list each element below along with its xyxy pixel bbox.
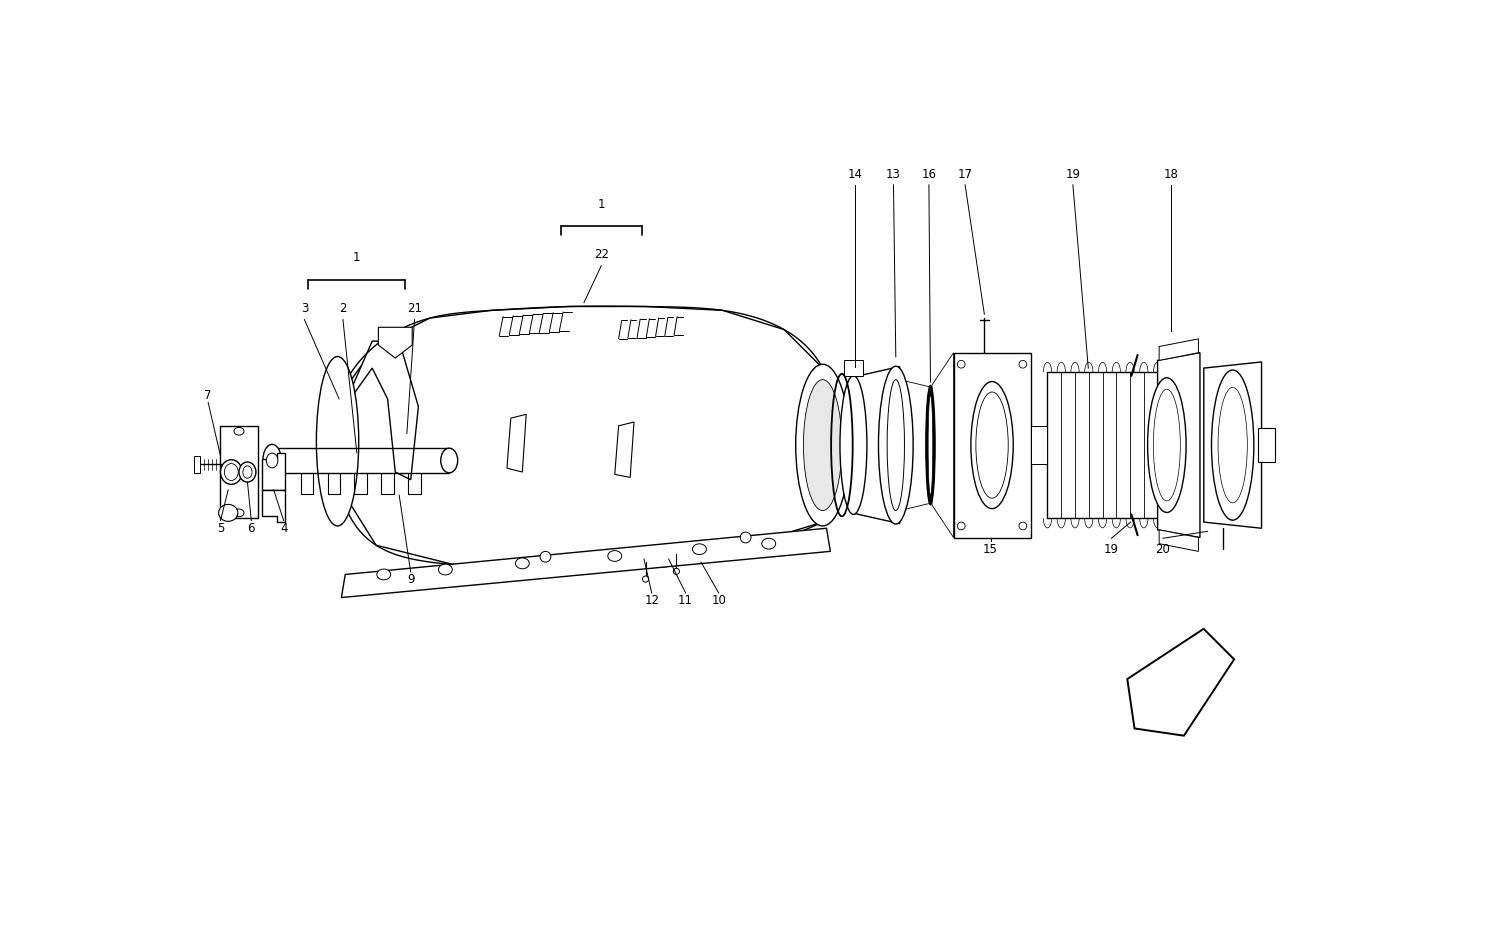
Ellipse shape (1019, 522, 1026, 530)
Text: 9: 9 (406, 574, 414, 586)
Polygon shape (378, 328, 412, 358)
Polygon shape (1160, 530, 1198, 551)
Ellipse shape (1218, 388, 1248, 503)
Ellipse shape (840, 376, 867, 514)
Polygon shape (1160, 339, 1198, 360)
Text: 16: 16 (921, 167, 936, 180)
Ellipse shape (267, 453, 278, 468)
Ellipse shape (795, 364, 849, 526)
Text: 3: 3 (302, 302, 307, 315)
Ellipse shape (438, 564, 453, 575)
Polygon shape (262, 453, 285, 490)
Text: 7: 7 (204, 389, 212, 402)
Text: 12: 12 (644, 594, 658, 607)
Polygon shape (900, 380, 932, 510)
Ellipse shape (642, 576, 648, 582)
Polygon shape (338, 307, 822, 568)
Text: 13: 13 (886, 167, 902, 180)
Polygon shape (852, 367, 900, 523)
Ellipse shape (1148, 378, 1186, 512)
Ellipse shape (441, 448, 458, 473)
Text: 18: 18 (1164, 167, 1178, 180)
Ellipse shape (693, 543, 706, 555)
Ellipse shape (516, 558, 530, 569)
Polygon shape (954, 352, 1030, 538)
Polygon shape (844, 360, 862, 376)
Polygon shape (932, 352, 954, 538)
Polygon shape (342, 528, 831, 598)
Text: 19: 19 (1104, 542, 1119, 556)
Polygon shape (195, 456, 201, 473)
Polygon shape (219, 426, 258, 519)
Polygon shape (1158, 352, 1200, 538)
Ellipse shape (316, 356, 358, 526)
Ellipse shape (957, 522, 964, 530)
Text: 6: 6 (248, 522, 255, 535)
Polygon shape (507, 414, 526, 472)
Polygon shape (1128, 629, 1234, 735)
Ellipse shape (262, 445, 282, 477)
Ellipse shape (970, 382, 1012, 508)
Text: 11: 11 (678, 594, 693, 607)
Ellipse shape (1154, 390, 1180, 501)
Ellipse shape (762, 539, 776, 549)
Text: 14: 14 (847, 167, 862, 180)
Text: 19: 19 (1065, 167, 1080, 180)
Text: 17: 17 (957, 167, 972, 180)
Ellipse shape (928, 395, 933, 495)
Text: 2: 2 (339, 302, 346, 315)
Polygon shape (345, 341, 418, 480)
Ellipse shape (879, 366, 914, 524)
Text: 20: 20 (1155, 542, 1170, 556)
Polygon shape (1030, 426, 1047, 465)
Ellipse shape (1212, 370, 1254, 521)
Ellipse shape (238, 462, 256, 482)
Polygon shape (615, 422, 634, 478)
Text: 15: 15 (982, 542, 998, 556)
Ellipse shape (976, 392, 1008, 498)
Ellipse shape (741, 532, 752, 542)
Text: 21: 21 (406, 302, 422, 315)
Ellipse shape (957, 360, 964, 368)
Ellipse shape (886, 380, 904, 510)
Ellipse shape (926, 386, 934, 504)
Text: 1: 1 (597, 198, 604, 211)
Ellipse shape (1019, 360, 1026, 368)
Text: 10: 10 (711, 594, 726, 607)
Ellipse shape (674, 568, 680, 575)
Ellipse shape (540, 551, 550, 562)
Ellipse shape (220, 460, 242, 485)
Ellipse shape (804, 380, 842, 510)
Ellipse shape (234, 509, 244, 517)
Ellipse shape (234, 428, 244, 435)
Text: 22: 22 (594, 248, 609, 261)
Text: 1: 1 (352, 252, 360, 264)
Ellipse shape (243, 466, 252, 478)
Polygon shape (1204, 362, 1262, 528)
Text: 4: 4 (280, 522, 288, 535)
Polygon shape (262, 490, 285, 522)
Ellipse shape (225, 464, 238, 481)
Text: 5: 5 (217, 522, 223, 535)
Polygon shape (1257, 428, 1275, 462)
Ellipse shape (608, 551, 621, 561)
Ellipse shape (219, 504, 239, 522)
Ellipse shape (376, 569, 390, 580)
